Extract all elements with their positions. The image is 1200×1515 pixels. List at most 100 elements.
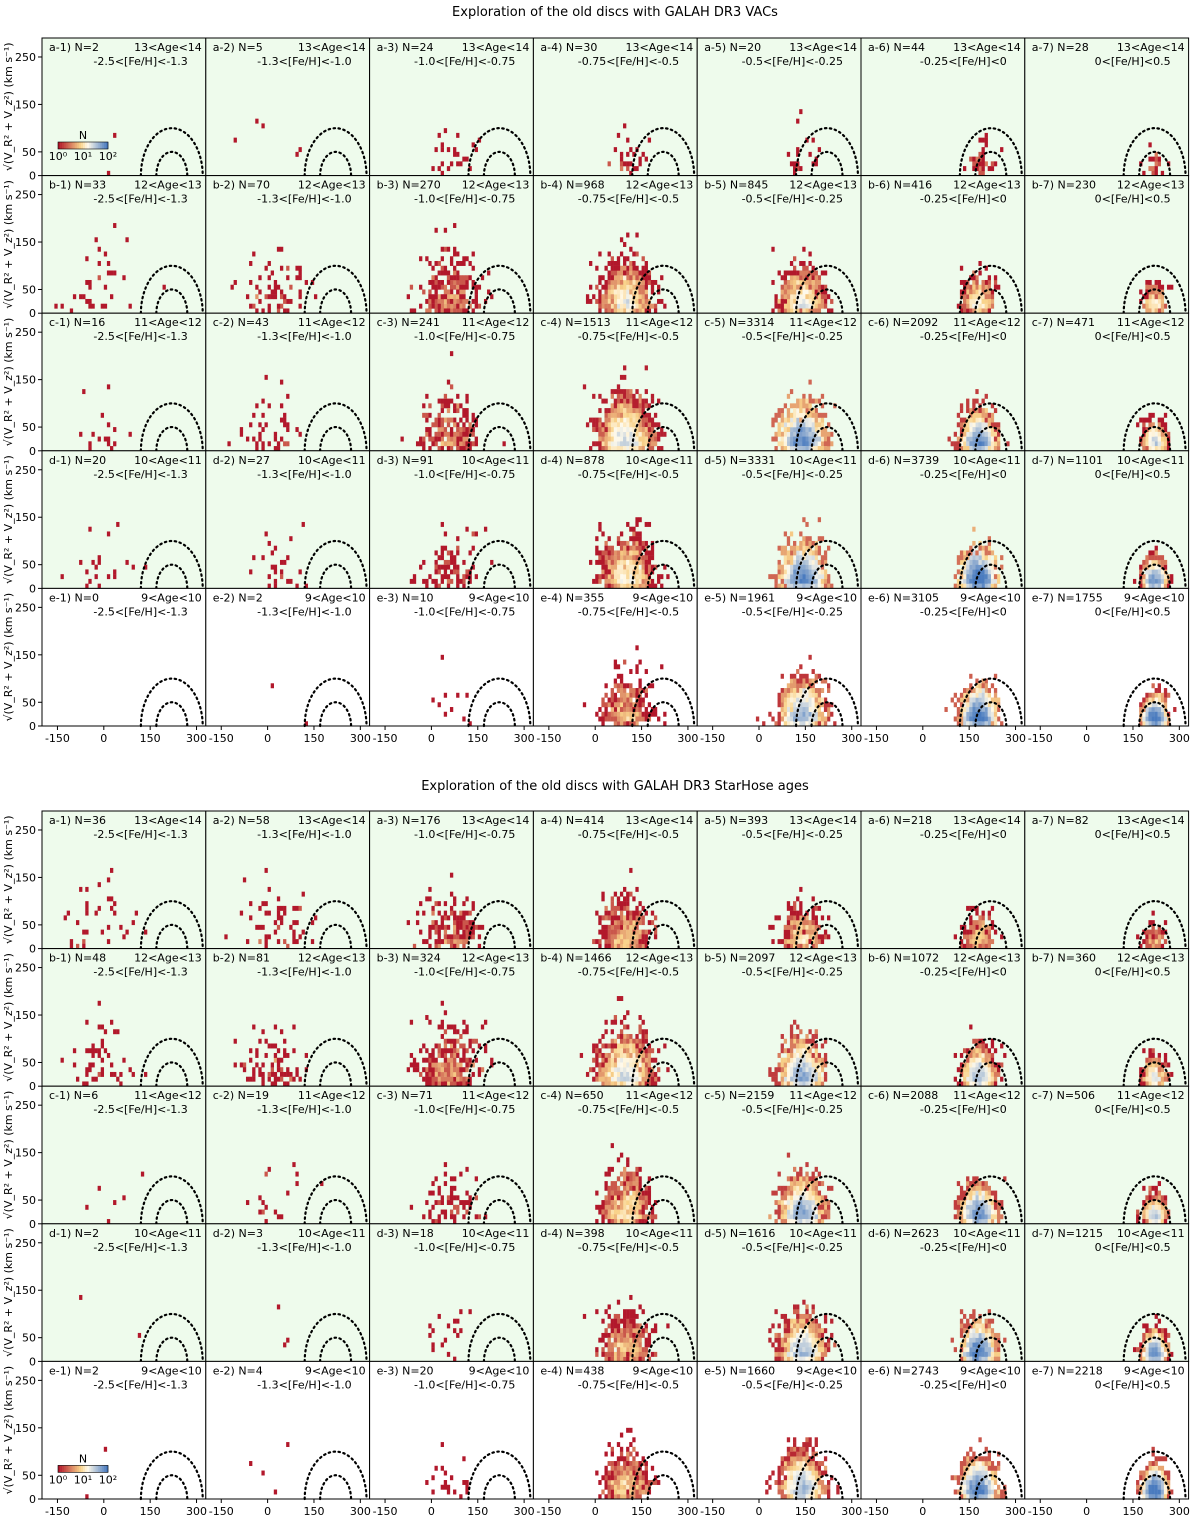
hist-cell bbox=[94, 237, 98, 243]
hist-cell bbox=[613, 436, 618, 442]
hist-cell bbox=[1160, 692, 1165, 698]
hist-cell bbox=[446, 403, 451, 409]
hist-cell bbox=[793, 540, 797, 546]
hist-cell bbox=[978, 446, 982, 451]
hist-cell bbox=[990, 1071, 995, 1077]
hist-cell bbox=[616, 408, 621, 414]
colorbar-segment bbox=[62, 142, 65, 149]
hist-cell bbox=[610, 1081, 614, 1087]
hist-cell bbox=[793, 564, 797, 570]
hist-cell bbox=[783, 702, 788, 708]
hist-cell bbox=[1000, 1043, 1004, 1049]
hist-cell bbox=[604, 915, 608, 921]
hist-cell bbox=[1148, 929, 1152, 935]
reference-arc bbox=[319, 1061, 353, 1088]
hist-cell bbox=[969, 564, 973, 570]
hist-cell bbox=[805, 270, 809, 276]
hist-cell bbox=[1145, 934, 1149, 940]
colorbar-tick-label: 10² bbox=[99, 150, 117, 163]
hist-cell bbox=[981, 721, 985, 727]
hist-cell bbox=[598, 574, 602, 580]
hist-cell bbox=[604, 545, 608, 551]
hist-cell bbox=[239, 1062, 244, 1068]
hist-cell bbox=[629, 569, 633, 575]
hist-cell bbox=[808, 294, 812, 300]
hist-cell bbox=[453, 223, 457, 228]
hist-cell bbox=[613, 920, 618, 926]
hist-cell bbox=[1154, 151, 1158, 157]
hist-cell bbox=[1145, 441, 1149, 447]
hist-cell bbox=[255, 308, 259, 314]
hist-cell bbox=[802, 564, 806, 570]
hist-cell bbox=[610, 284, 614, 290]
hist-cell bbox=[793, 702, 797, 708]
colorbar-segment bbox=[72, 142, 75, 149]
hist-cell bbox=[258, 1195, 262, 1201]
hist-cell bbox=[456, 1048, 460, 1054]
hist-cell bbox=[975, 275, 979, 281]
x-tick-label: 300 bbox=[350, 732, 371, 745]
hist-cell bbox=[962, 294, 967, 300]
y-tick-label: 250 bbox=[15, 51, 36, 64]
hist-cell bbox=[959, 289, 964, 295]
panel-id-label: a-6) N=218 bbox=[868, 814, 932, 827]
hist-cell bbox=[783, 1076, 788, 1082]
hist-cell bbox=[981, 683, 985, 689]
x-tick-label: 0 bbox=[919, 732, 926, 745]
hist-cell bbox=[969, 578, 973, 584]
hist-cell bbox=[626, 891, 630, 897]
feh-label: -2.5<[Fe/H]<-1.3 bbox=[93, 1103, 187, 1116]
hist-cell bbox=[456, 550, 460, 556]
hist-cell bbox=[814, 275, 818, 281]
hist-cell bbox=[993, 436, 998, 442]
colorbar-segment bbox=[101, 142, 105, 149]
hist-cell bbox=[978, 1043, 982, 1049]
hist-cell bbox=[793, 431, 797, 437]
reference-arc bbox=[303, 540, 368, 590]
hist-cell bbox=[456, 1062, 460, 1068]
hist-cell bbox=[632, 559, 636, 565]
hist-cell bbox=[783, 294, 788, 300]
hist-cell bbox=[610, 910, 614, 916]
hist-cell bbox=[604, 265, 608, 271]
hist-cell bbox=[1154, 166, 1158, 172]
hist-cell bbox=[975, 924, 979, 930]
hist-cell bbox=[987, 1076, 992, 1082]
hist-cell bbox=[604, 1052, 608, 1058]
hist-cell bbox=[453, 569, 457, 575]
hist-cell bbox=[443, 574, 448, 580]
hist-cell bbox=[814, 564, 818, 570]
hist-cell bbox=[437, 261, 441, 266]
hist-cell bbox=[607, 422, 611, 428]
hist-cell bbox=[619, 412, 624, 418]
feh-label: -0.5<[Fe/H]<-0.25 bbox=[742, 55, 843, 68]
hist-cell bbox=[996, 716, 1001, 722]
feh-label: -0.5<[Fe/H]<-0.25 bbox=[742, 468, 843, 481]
feh-label: -2.5<[Fe/H]<-1.3 bbox=[93, 55, 187, 68]
hist-cell bbox=[783, 545, 788, 551]
hist-cell bbox=[635, 412, 639, 418]
hist-cell bbox=[434, 1062, 438, 1068]
hist-cell bbox=[623, 1190, 627, 1196]
hist-cell bbox=[595, 1204, 599, 1210]
hist-cell bbox=[805, 1052, 809, 1058]
hist-cell bbox=[431, 1052, 435, 1058]
y-tick-label: 150 bbox=[15, 98, 36, 111]
hist-cell bbox=[471, 427, 475, 433]
hist-cell bbox=[641, 915, 645, 921]
hist-cell bbox=[802, 1067, 806, 1073]
hist-cell bbox=[419, 929, 423, 935]
hist-cell bbox=[805, 707, 809, 712]
hist-cell bbox=[1148, 436, 1152, 442]
hist-cell bbox=[635, 578, 639, 584]
hist-cell bbox=[619, 901, 624, 907]
hist-cell bbox=[474, 1195, 478, 1201]
hist-cell bbox=[657, 284, 661, 290]
hist-cell bbox=[604, 417, 608, 423]
colorbar-segment bbox=[66, 142, 69, 149]
hist-cell bbox=[1151, 298, 1155, 304]
panel-c-5: c-5) N=3314 11<Age<12-0.5<[Fe/H]<-0.25 bbox=[696, 312, 862, 452]
hist-cell bbox=[434, 441, 438, 447]
hist-cell bbox=[978, 1062, 982, 1068]
x-tick-label: -150 bbox=[864, 732, 889, 745]
